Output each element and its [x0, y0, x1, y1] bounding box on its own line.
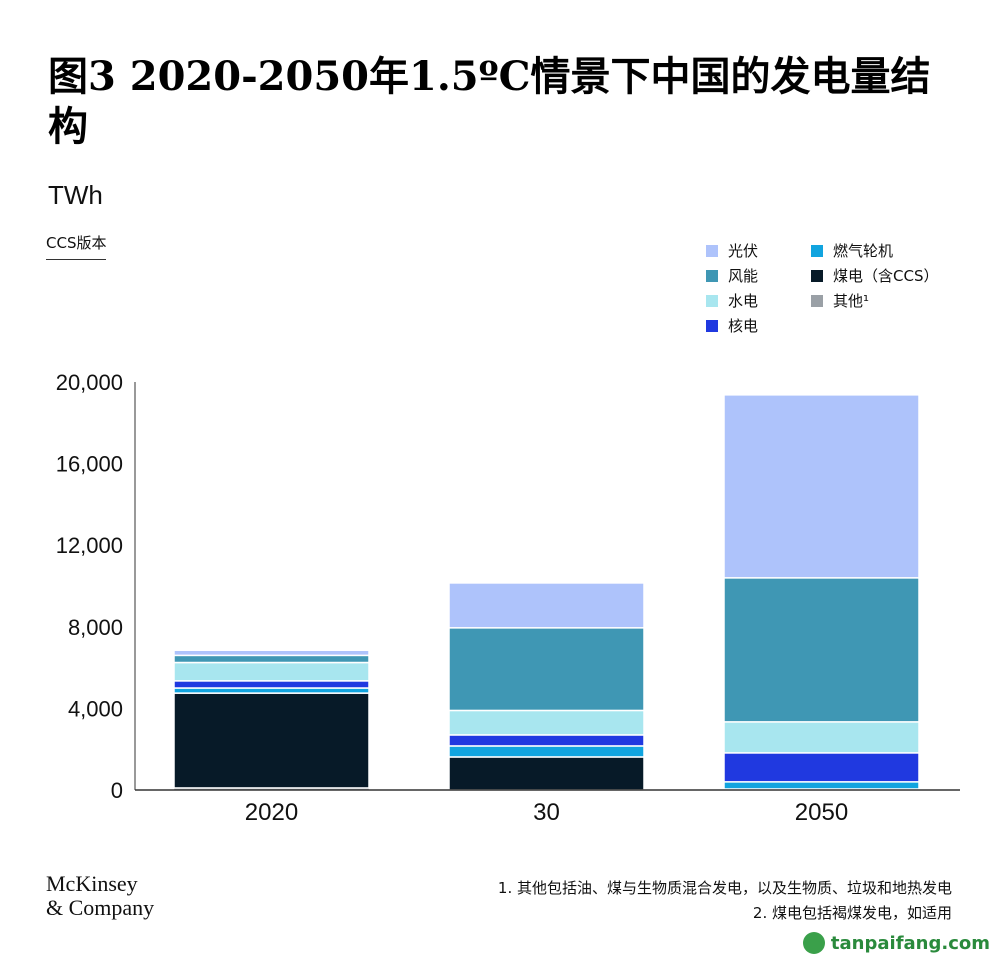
- legend-swatch: [706, 319, 718, 332]
- version-label: CCS版本: [46, 232, 107, 260]
- bar-segment: [448, 627, 645, 712]
- legend-label: 光伏: [728, 242, 759, 260]
- bar-segment: [723, 577, 920, 723]
- legend-swatch: [811, 244, 823, 257]
- y-tick-label: 12,000: [56, 533, 123, 558]
- legend-item: 燃气轮机: [811, 240, 893, 261]
- legend-label: 水电: [728, 292, 759, 310]
- bar-segment: [448, 756, 645, 791]
- watermark: tanpaifang.com: [802, 932, 990, 954]
- bar-segment: [448, 745, 645, 758]
- legend-swatch: [706, 244, 718, 257]
- bar-segment: [448, 709, 645, 736]
- unit-label: TWh: [48, 180, 103, 210]
- bar-segment: [723, 781, 920, 790]
- legend-item: 光伏: [706, 240, 758, 261]
- legend-swatch: [706, 269, 718, 282]
- footnote-2: 2. 煤电包括褐煤发电，如适用: [752, 904, 952, 922]
- bar-segment: [173, 680, 370, 689]
- footnote-1: 1. 其他包括油、煤与生物质混合发电，以及生物质、垃圾和地热发电: [497, 879, 952, 897]
- y-tick-label: 20,000: [56, 370, 123, 395]
- legend-swatch: [811, 294, 823, 307]
- legend-label: 燃气轮机: [833, 242, 894, 260]
- logo-line-2: & Company: [46, 895, 155, 920]
- legend-item: 水电: [706, 290, 758, 311]
- y-tick-label: 8,000: [68, 615, 123, 640]
- watermark-logo-icon: [802, 932, 825, 954]
- legend-item: 煤电（含CCS）: [811, 265, 938, 286]
- footnotes: 1. 其他包括油、煤与生物质混合发电，以及生物质、垃圾和地热发电 2. 煤电包括褐…: [498, 876, 952, 926]
- bar-segment: [173, 692, 370, 789]
- legend-swatch: [706, 294, 718, 307]
- legend-item: 风能: [706, 265, 758, 286]
- bar-segment: [723, 394, 920, 579]
- legend-item: 核电: [706, 315, 758, 336]
- y-tick-label: 16,000: [56, 452, 123, 477]
- y-tick-label: 4,000: [68, 696, 123, 721]
- mckinsey-logo: McKinsey & Company: [46, 872, 154, 920]
- x-tick-label: 30: [533, 799, 560, 826]
- bar-segment: [448, 734, 645, 747]
- legend-label: 风能: [728, 267, 759, 285]
- bar-segment: [723, 721, 920, 754]
- legend-item: 其他¹: [811, 290, 869, 311]
- legend-label: 煤电（含CCS）: [833, 267, 939, 285]
- legend-swatch: [811, 269, 823, 282]
- legend-label: 其他¹: [833, 292, 870, 310]
- bar-segment: [723, 752, 920, 783]
- bar-segment: [448, 582, 645, 629]
- page-title: 图3 2020-2050年1.5ºC情景下中国的发电量结构: [48, 53, 931, 150]
- x-tick-label: 2050: [795, 799, 848, 826]
- bar-segment: [173, 649, 370, 657]
- x-tick-label: 2020: [245, 799, 298, 826]
- y-tick-label: 0: [111, 778, 123, 803]
- bar-segment: [173, 687, 370, 694]
- logo-line-1: McKinsey: [46, 871, 138, 896]
- legend-label: 核电: [728, 317, 759, 335]
- watermark-text: tanpaifang.com: [830, 932, 990, 954]
- bar-segment: [173, 654, 370, 664]
- bar-segment: [173, 661, 370, 682]
